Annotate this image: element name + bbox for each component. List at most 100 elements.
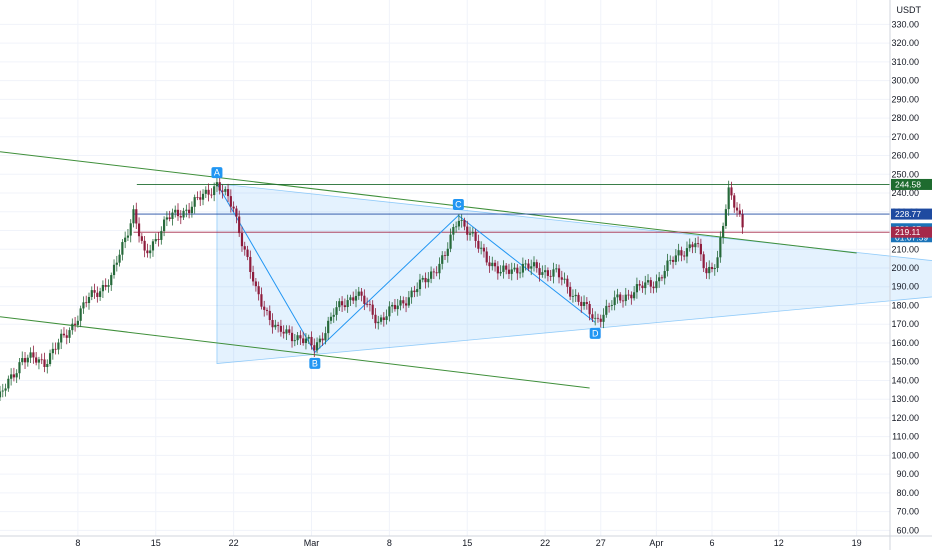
candle-body [644,282,647,289]
candle-body [513,267,516,270]
candle-body [710,266,714,270]
candle-body [544,270,547,273]
candle-body [633,292,636,299]
y-tick-label: 80.00 [896,488,919,498]
x-tick-label: 22 [229,538,239,548]
candle-body [474,232,477,241]
candle-body [21,358,24,363]
candle-body [407,297,410,306]
candle-body [101,285,105,292]
candle-body [29,352,32,358]
candle-body [96,292,99,297]
candle-body [146,250,149,254]
candle-body [499,271,502,274]
candle-body [396,305,399,310]
candle-body [671,259,675,262]
candle-body [296,335,299,341]
candle-body [238,216,241,234]
candle-body [126,235,130,238]
candle-body [196,197,199,198]
price-label-badge [891,226,932,238]
candle-body [277,324,280,326]
candlestick-series [0,175,744,402]
candle-body [329,316,333,321]
candle-body [37,359,41,363]
candle-body [137,223,141,237]
candle-body [335,307,338,315]
candle-body [304,338,308,344]
candle-body [488,262,491,267]
point-d-label: D [592,328,599,338]
candle-body [213,186,216,196]
candle-body [288,329,291,333]
candle-body [619,294,622,301]
abcd-pattern-line [216,183,596,354]
candle-body [188,209,191,214]
candle-body [496,266,499,274]
candle-body [132,209,135,224]
candle-body [174,209,177,213]
candle-body [354,295,358,301]
candle-body [143,240,146,251]
candle-body [427,278,430,283]
candle-body [107,285,110,287]
candle-body [727,187,730,210]
candle-body [641,285,644,289]
candle-body [368,304,372,306]
candle-body [313,345,316,351]
trendline [0,151,857,254]
candle-body [449,234,452,249]
y-tick-label: 330.00 [891,19,919,29]
candle-body [124,237,127,243]
candle-body [722,225,725,238]
candle-body [580,301,583,307]
y-tick-label: 60.00 [896,525,919,535]
candle-body [4,388,7,391]
y-tick-label: 160.00 [891,338,919,348]
candle-body [719,237,722,258]
candle-body [694,243,697,248]
candle-body [285,329,288,334]
candle-body [62,333,66,336]
y-tick-label: 170.00 [891,319,919,329]
candle-body [243,246,246,250]
candle-body [563,278,566,280]
price-axis[interactable]: 330.00 320.00 310.00 300.00 290.00 280.00 270.… [889,0,919,550]
candle-body [530,266,533,269]
point-d-marker [589,327,601,339]
x-tick-label: 15 [151,538,161,548]
candle-body [552,269,555,277]
x-tick-label: 12 [774,538,784,548]
candle-body [121,242,124,255]
y-tick-label: 140.00 [891,375,919,385]
candle-body [274,324,277,328]
candle-body [507,269,511,274]
candle-body [596,317,600,319]
candle-body [466,226,469,235]
time-axis[interactable]: 8 15 22 Mar 8 15 22 27 Apr 6 12 19 [0,535,932,548]
candle-body [510,269,513,274]
candle-body [688,244,691,249]
y-tick-label: 110.00 [892,432,919,442]
candle-body [527,263,530,269]
candle-body [630,294,633,299]
candle-body [321,338,324,341]
candle-body [607,305,611,307]
candle-body [733,195,736,208]
candle-body [566,278,569,287]
y-tick-label: 300.00 [891,76,919,86]
y-tick-label: 120.00 [891,413,919,423]
candle-body [85,302,88,304]
price-label-value: 228.77 [895,209,921,219]
candle-body [674,255,677,262]
candle-body [716,257,719,268]
candle-body [235,208,238,217]
x-tick-label: 8 [387,538,392,548]
x-tick-label: 27 [596,538,606,548]
candle-body [79,308,82,321]
candle-body [104,285,107,287]
candle-body [413,290,416,293]
candle-body [663,271,666,279]
y-tick-label: 260.00 [891,151,919,161]
